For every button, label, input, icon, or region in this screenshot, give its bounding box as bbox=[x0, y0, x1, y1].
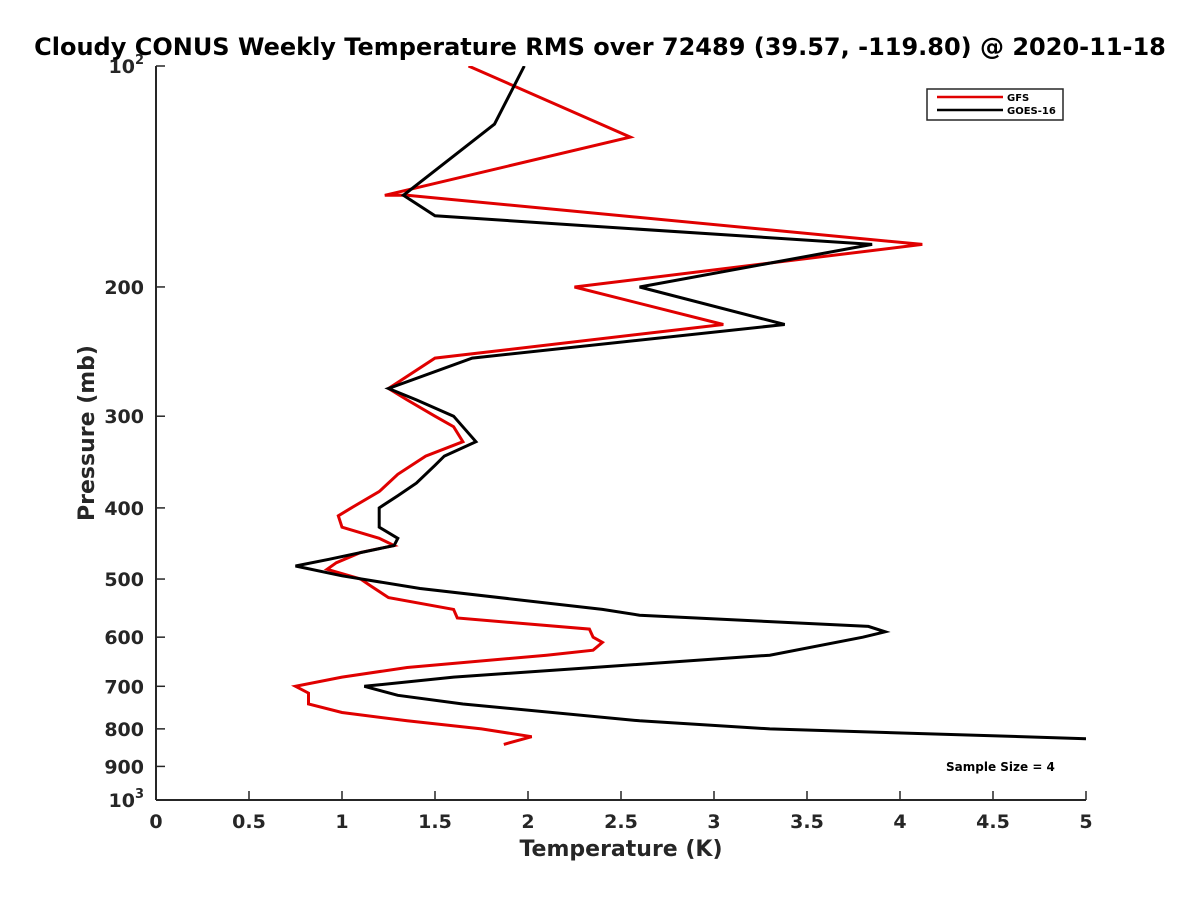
x-tick-label: 2.5 bbox=[604, 811, 638, 833]
legend-label-gfs: GFS bbox=[1007, 93, 1029, 104]
x-tick-label: 0.5 bbox=[232, 811, 266, 833]
y-tick-label: 700 bbox=[104, 676, 144, 698]
series-layer bbox=[291, 66, 1086, 746]
legend-box bbox=[926, 88, 1064, 121]
x-tick-label: 0 bbox=[149, 811, 162, 833]
series-line-gfs bbox=[291, 66, 923, 746]
x-tick-label: 4.5 bbox=[976, 811, 1010, 833]
y-axis-label: Pressure (mb) bbox=[75, 345, 100, 521]
y-tick-label: 800 bbox=[104, 719, 144, 741]
y-tick-label: 102 bbox=[109, 53, 145, 78]
chart-title: Cloudy CONUS Weekly Temperature RMS over… bbox=[34, 33, 1166, 61]
y-tick-label: 600 bbox=[104, 627, 144, 649]
y-tick-label: 500 bbox=[104, 569, 144, 591]
legend: GFS GOES-16 bbox=[926, 88, 1064, 121]
legend-label-goes16: GOES-16 bbox=[1007, 106, 1056, 117]
x-tick-label: 5 bbox=[1079, 811, 1092, 833]
x-tick-label: 1 bbox=[335, 811, 348, 833]
sample-size-annotation: Sample Size = 4 bbox=[946, 760, 1055, 774]
x-tick-label: 2 bbox=[521, 811, 534, 833]
series-line-goes16 bbox=[295, 66, 1086, 741]
x-tick-label: 4 bbox=[893, 811, 906, 833]
y-tick-label: 103 bbox=[109, 787, 145, 812]
x-tick-label: 3.5 bbox=[790, 811, 824, 833]
y-tick-label: 300 bbox=[104, 406, 144, 428]
y-tick-label: 400 bbox=[104, 498, 144, 520]
x-axis-label: Temperature (K) bbox=[519, 837, 722, 862]
x-tick-label: 1.5 bbox=[418, 811, 452, 833]
x-tick-label: 3 bbox=[707, 811, 720, 833]
y-tick-label: 900 bbox=[104, 756, 144, 778]
plot-axes: 0 0.5 1 1.5 2 2.5 3 3.5 4 4.5 5 102 200 300 400 500 600 7… bbox=[104, 53, 1092, 833]
y-tick-label: 200 bbox=[104, 277, 144, 299]
